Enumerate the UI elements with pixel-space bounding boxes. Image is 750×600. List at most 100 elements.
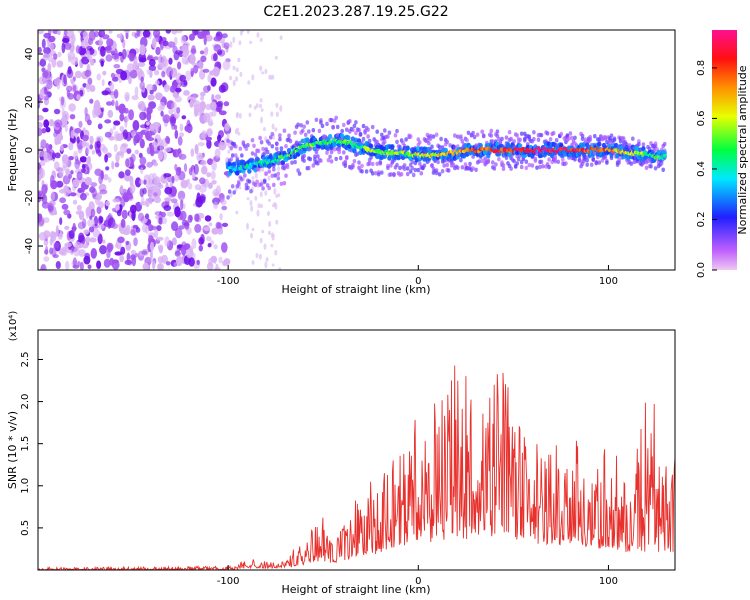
- noise-blob: [84, 252, 90, 260]
- noise-blob: [104, 154, 108, 163]
- noise-speckle: [264, 261, 268, 269]
- noise-blob: [55, 180, 64, 188]
- noise-blob: [63, 30, 68, 36]
- ridge-halo: [293, 159, 297, 165]
- ridge-halo: [343, 163, 348, 168]
- noise-blob: [38, 232, 47, 241]
- noise-blob: [154, 211, 162, 216]
- ridge-halo: [609, 133, 614, 138]
- ridge-halo: [428, 136, 433, 141]
- noise-blob: [139, 156, 147, 166]
- ridge-halo: [494, 162, 498, 167]
- noise-speckle: [238, 186, 242, 190]
- noise-blob: [106, 101, 113, 106]
- noise-blob: [88, 30, 96, 41]
- noise-blob: [148, 65, 157, 72]
- ridge-halo: [437, 144, 442, 150]
- ridge-core: [343, 139, 348, 143]
- ridge-halo: [474, 167, 478, 172]
- noise-blob: [90, 182, 98, 187]
- noise-blob: [171, 190, 176, 195]
- ridge-halo: [265, 149, 270, 155]
- ridge-halo: [279, 146, 284, 151]
- ridge-halo: [240, 177, 244, 182]
- noise-blob: [143, 179, 147, 185]
- noise-blob: [184, 221, 190, 230]
- ridge-halo: [345, 155, 349, 161]
- ridge-halo: [267, 169, 272, 174]
- ridge-halo: [477, 159, 481, 164]
- ridge-halo: [270, 144, 275, 149]
- noise-blob: [213, 267, 221, 270]
- noise-blob: [87, 77, 93, 85]
- noise-blob: [136, 30, 141, 37]
- ridge-halo: [383, 128, 387, 133]
- noise-blob: [211, 180, 217, 185]
- ridge-halo: [279, 181, 284, 186]
- noise-blob: [64, 225, 70, 230]
- noise-blob: [190, 48, 196, 53]
- noise-blob: [42, 107, 49, 113]
- ridge-band: [305, 137, 310, 143]
- noise-blob: [188, 257, 195, 267]
- noise-blob: [82, 30, 89, 41]
- ridge-halo: [538, 164, 542, 170]
- noise-blob: [89, 98, 94, 104]
- noise-speckle: [275, 219, 279, 225]
- noise-blob: [175, 72, 182, 84]
- noise-speckle: [271, 237, 275, 241]
- noise-blob: [70, 56, 79, 66]
- noise-blob: [223, 42, 230, 50]
- noise-blob: [164, 147, 172, 153]
- x-tick-label: 100: [599, 276, 618, 287]
- noise-blob: [139, 138, 145, 149]
- ridge-halo: [270, 173, 275, 178]
- noise-blob: [214, 148, 221, 159]
- noise-speckle: [267, 210, 270, 217]
- colorbar-gradient: [712, 30, 737, 270]
- noise-blob: [176, 30, 183, 34]
- noise-blob: [192, 30, 199, 36]
- ridge-halo: [545, 131, 550, 136]
- noise-blob: [95, 102, 100, 110]
- ridge-halo: [404, 137, 408, 142]
- noise-speckle: [257, 203, 261, 209]
- noise-blob: [145, 181, 154, 190]
- noise-blob: [109, 82, 115, 91]
- ridge-halo: [480, 158, 485, 164]
- ridge-band: [346, 135, 351, 141]
- ridge-halo: [661, 167, 665, 172]
- ridge-halo: [547, 164, 551, 170]
- noise-blob: [51, 247, 57, 258]
- ridge-halo: [246, 143, 250, 148]
- noise-blob: [185, 70, 192, 81]
- noise-blob: [166, 211, 175, 217]
- ridge-halo: [516, 157, 521, 162]
- ridge-halo: [285, 162, 290, 168]
- ridge-halo: [360, 163, 364, 169]
- noise-blob: [81, 243, 89, 249]
- noise-speckle: [229, 75, 233, 81]
- noise-blob: [96, 73, 102, 81]
- snr-y-ticks: 0.5 1.0 1.5 2.0 2.5: [20, 352, 43, 536]
- noise-blob: [155, 183, 164, 189]
- noise-blob: [105, 166, 110, 171]
- noise-speckle: [255, 103, 259, 109]
- y-tick-label: -40: [24, 238, 35, 254]
- noise-blob: [213, 36, 222, 42]
- ridge-halo: [297, 171, 302, 176]
- noise-blob: [181, 115, 187, 120]
- noise-blob: [156, 225, 162, 232]
- ridge-halo: [259, 182, 264, 187]
- noise-blob: [124, 169, 131, 176]
- ridge-halo: [413, 167, 418, 173]
- ridge-halo: [278, 137, 282, 142]
- ridge-halo: [539, 159, 544, 164]
- noise-blob: [46, 79, 53, 90]
- ridge-halo: [389, 172, 393, 177]
- noise-blob: [166, 66, 174, 78]
- noise-blob: [108, 30, 113, 34]
- noise-blob: [76, 94, 81, 101]
- noise-blob: [101, 90, 110, 96]
- ridge-band: [518, 143, 523, 149]
